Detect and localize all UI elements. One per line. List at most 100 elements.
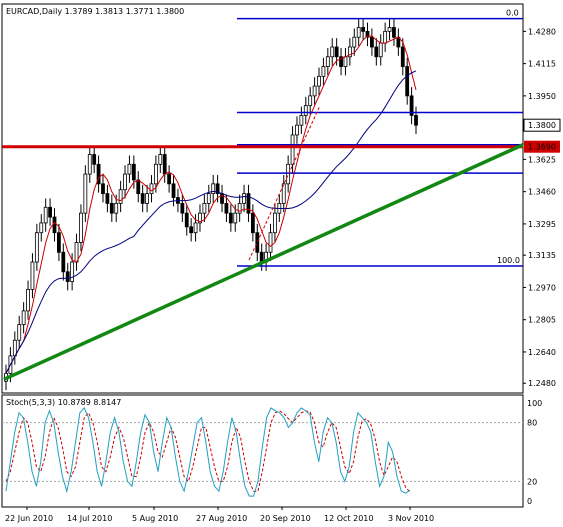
candle-body — [109, 202, 114, 214]
candle-body — [171, 183, 176, 198]
candle-body — [215, 183, 220, 195]
resistance-price-label: 1.3690 — [528, 143, 556, 152]
candle-body — [140, 193, 145, 204]
price-panel-frame — [1, 3, 524, 394]
candle-body — [295, 124, 299, 136]
candle-body — [273, 212, 277, 234]
resistance-badge — [524, 140, 560, 153]
chart-title: EURCAD,Daily 1.3789 1.3813 1.3771 1.3800 — [6, 7, 184, 16]
candle-body — [356, 27, 361, 38]
candle-body — [87, 154, 92, 175]
candle-body — [153, 163, 158, 185]
candle-body — [211, 183, 216, 195]
stoch-k-line — [5, 406, 411, 497]
candle-body — [136, 179, 141, 195]
candle-body — [334, 46, 339, 58]
candle-body — [149, 183, 154, 195]
candle-body — [52, 216, 57, 234]
candle-body — [233, 212, 238, 224]
candle-body — [250, 212, 255, 234]
stoch-tick-label: 80 — [527, 419, 537, 428]
candle-body — [400, 46, 405, 67]
candle-body — [83, 173, 88, 214]
fib-high-label: 0.0 — [506, 9, 519, 18]
candle-body — [414, 115, 418, 126]
candle-body — [281, 183, 286, 204]
price-tick-label: 1.3135 — [528, 251, 556, 260]
price-tick-label: 1.2480 — [528, 379, 556, 388]
price-tick-label: 1.3460 — [528, 188, 556, 197]
candle-body — [409, 95, 414, 116]
candle-body — [180, 202, 185, 214]
candle-body — [206, 193, 211, 204]
candle-body — [374, 46, 379, 58]
candle-body — [34, 232, 39, 263]
date-tick-label: 14 Jul 2010 — [67, 514, 112, 523]
candle-body — [17, 324, 22, 341]
candle-body — [325, 56, 330, 67]
candle-body — [383, 30, 388, 44]
stoch-panel-frame — [1, 394, 524, 508]
candle-body — [74, 242, 79, 263]
candle-body — [21, 310, 26, 325]
fib-low-label: 100.0 — [497, 256, 520, 265]
candle-body — [101, 183, 105, 195]
candle-body — [268, 232, 273, 253]
candle-body — [198, 212, 202, 224]
candle-body — [352, 36, 357, 48]
candle-body — [184, 212, 189, 228]
price-tick-label: 1.3295 — [528, 220, 556, 229]
ma-slow-line — [5, 70, 417, 374]
candle-body — [131, 163, 136, 181]
candle-body — [162, 154, 167, 175]
ma-fast-line — [5, 35, 417, 374]
stoch-tick-label: 20 — [527, 477, 537, 486]
candle-body — [387, 27, 392, 32]
candle-body — [303, 105, 308, 116]
candle-body — [70, 261, 75, 282]
candle-body — [228, 212, 233, 224]
price-tick-label: 1.3950 — [528, 92, 556, 101]
date-tick-label: 22 Jun 2010 — [5, 514, 53, 523]
candle-body — [127, 163, 132, 175]
candle-body — [167, 173, 172, 185]
candle-body — [370, 36, 374, 48]
candle-body — [57, 232, 61, 253]
date-tick-label: 12 Oct 2010 — [324, 514, 373, 523]
date-tick-label: 3 Nov 2010 — [388, 514, 434, 523]
stoch-tick-label: 100 — [527, 399, 542, 408]
candle-body — [65, 271, 70, 282]
candle-body — [96, 163, 101, 185]
candle-body — [255, 232, 260, 253]
candle-body — [118, 189, 123, 204]
candle-body — [361, 27, 365, 32]
price-tick-label: 1.3625 — [528, 155, 556, 164]
stoch-label: Stoch(5,3,3) 10.8789 8.8147 — [6, 398, 121, 407]
candle-body — [237, 202, 242, 214]
candle-body — [114, 202, 119, 214]
candle-body — [26, 288, 30, 312]
candle-body — [12, 339, 17, 357]
price-tick-label: 1.4280 — [528, 27, 556, 36]
price-tick-label: 1.2640 — [528, 348, 556, 357]
candle-body — [193, 222, 198, 234]
current-price-badge — [523, 118, 561, 132]
candle-body — [321, 66, 326, 77]
stoch-tick-label: 0 — [527, 497, 532, 506]
candle-body — [330, 46, 335, 58]
price-tick-label: 1.2970 — [528, 283, 556, 292]
candle-body — [202, 202, 207, 214]
date-tick-label: 5 Aug 2010 — [132, 514, 178, 523]
price-tick-label: 1.4115 — [528, 60, 556, 69]
candle-body — [224, 202, 229, 214]
date-tick-label: 27 Aug 2010 — [196, 514, 247, 523]
candle-body — [92, 154, 97, 165]
price-tick-label: 1.2805 — [528, 316, 556, 325]
candle-body — [158, 154, 163, 165]
candle-body — [145, 193, 149, 204]
candle-body — [246, 193, 251, 214]
date-tick-label: 20 Sep 2010 — [260, 514, 311, 523]
candle-body — [242, 193, 246, 204]
candle-body — [317, 75, 321, 87]
